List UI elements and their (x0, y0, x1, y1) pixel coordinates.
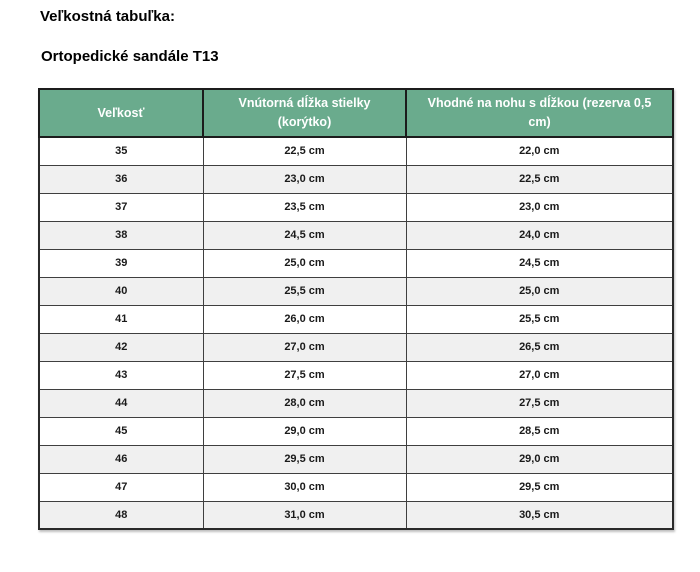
insole-length-cell: 27,0 cm (202, 332, 407, 362)
size-table-header-row: Veľkosť Vnútorná dĺžka stielky (korýtko)… (38, 88, 674, 138)
foot-length-cell: 24,5 cm (405, 248, 674, 278)
table-row: 43 27,5 cm 27,0 cm (38, 360, 674, 390)
size-cell: 35 (38, 136, 204, 166)
size-cell: 44 (38, 388, 204, 418)
size-table-body: 35 22,5 cm 22,0 cm 36 23,0 cm 22,5 cm 37 23,5 c… (38, 136, 674, 530)
table-row: 39 25,0 cm 24,5 cm (38, 248, 674, 278)
table-row: 45 29,0 cm 28,5 cm (38, 416, 674, 446)
table-row: 41 26,0 cm 25,5 cm (38, 304, 674, 334)
foot-length-cell: 30,5 cm (405, 500, 674, 530)
size-cell: 41 (38, 304, 204, 334)
size-cell: 47 (38, 472, 204, 502)
foot-length-cell: 27,5 cm (405, 388, 674, 418)
insole-length-cell: 29,0 cm (202, 416, 407, 446)
foot-length-cell: 29,0 cm (405, 444, 674, 474)
foot-length-cell: 26,5 cm (405, 332, 674, 362)
insole-length-cell: 29,5 cm (202, 444, 407, 474)
product-title: Ortopedické sandále T13 (41, 48, 219, 65)
insole-length-cell: 31,0 cm (202, 500, 407, 530)
foot-length-cell: 25,5 cm (405, 304, 674, 334)
size-cell: 40 (38, 276, 204, 306)
size-cell: 38 (38, 220, 204, 250)
foot-length-cell: 27,0 cm (405, 360, 674, 390)
insole-length-cell: 30,0 cm (202, 472, 407, 502)
insole-length-cell: 23,0 cm (202, 164, 407, 194)
table-row: 42 27,0 cm 26,5 cm (38, 332, 674, 362)
size-cell: 43 (38, 360, 204, 390)
table-row: 37 23,5 cm 23,0 cm (38, 192, 674, 222)
insole-length-cell: 25,5 cm (202, 276, 407, 306)
table-row: 38 24,5 cm 24,0 cm (38, 220, 674, 250)
size-cell: 36 (38, 164, 204, 194)
insole-length-cell: 27,5 cm (202, 360, 407, 390)
size-table-heading: Veľkostná tabuľka: (40, 8, 175, 25)
table-row: 47 30,0 cm 29,5 cm (38, 472, 674, 502)
table-row: 44 28,0 cm 27,5 cm (38, 388, 674, 418)
foot-length-cell: 23,0 cm (405, 192, 674, 222)
table-row: 35 22,5 cm 22,0 cm (38, 136, 674, 166)
foot-length-cell: 22,0 cm (405, 136, 674, 166)
size-cell: 37 (38, 192, 204, 222)
table-row: 40 25,5 cm 25,0 cm (38, 276, 674, 306)
foot-length-cell: 24,0 cm (405, 220, 674, 250)
column-header-size: Veľkosť (38, 88, 204, 138)
column-header-insole-length: Vnútorná dĺžka stielky (korýtko) (202, 88, 407, 138)
size-table: Veľkosť Vnútorná dĺžka stielky (korýtko)… (38, 88, 674, 530)
foot-length-cell: 22,5 cm (405, 164, 674, 194)
insole-length-cell: 26,0 cm (202, 304, 407, 334)
table-row: 36 23,0 cm 22,5 cm (38, 164, 674, 194)
size-cell: 42 (38, 332, 204, 362)
insole-length-cell: 28,0 cm (202, 388, 407, 418)
table-row: 46 29,5 cm 29,0 cm (38, 444, 674, 474)
insole-length-cell: 25,0 cm (202, 248, 407, 278)
insole-length-cell: 22,5 cm (202, 136, 407, 166)
size-cell: 48 (38, 500, 204, 530)
size-cell: 45 (38, 416, 204, 446)
size-cell: 46 (38, 444, 204, 474)
size-cell: 39 (38, 248, 204, 278)
foot-length-cell: 29,5 cm (405, 472, 674, 502)
foot-length-cell: 25,0 cm (405, 276, 674, 306)
column-header-foot-length: Vhodné na nohu s dĺžkou (rezerva 0,5 cm) (405, 88, 674, 138)
insole-length-cell: 24,5 cm (202, 220, 407, 250)
table-row: 48 31,0 cm 30,5 cm (38, 500, 674, 530)
insole-length-cell: 23,5 cm (202, 192, 407, 222)
foot-length-cell: 28,5 cm (405, 416, 674, 446)
